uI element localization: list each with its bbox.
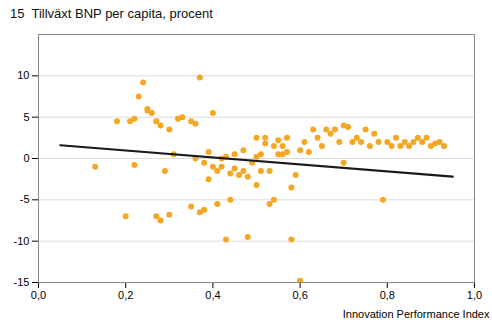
svg-text:5: 5 <box>23 111 29 123</box>
svg-text:0,8: 0,8 <box>380 289 395 301</box>
svg-text:-10: -10 <box>14 235 30 247</box>
svg-text:-15: -15 <box>14 276 30 288</box>
svg-text:0,2: 0,2 <box>118 289 133 301</box>
svg-text:0,4: 0,4 <box>205 289 220 301</box>
svg-text:1,0: 1,0 <box>467 289 482 301</box>
svg-text:Innovation Performance Index: Innovation Performance Index <box>343 308 490 320</box>
svg-text:10: 10 <box>17 69 29 81</box>
svg-text:0,6: 0,6 <box>292 289 307 301</box>
html-text:15 Tillväxt BNP per capita, pr: 15 Tillväxt BNP per capita, procent <box>10 6 213 21</box>
svg-text:0,0: 0,0 <box>31 289 46 301</box>
svg-text:0: 0 <box>23 152 29 164</box>
svg-text:-5: -5 <box>20 193 30 205</box>
